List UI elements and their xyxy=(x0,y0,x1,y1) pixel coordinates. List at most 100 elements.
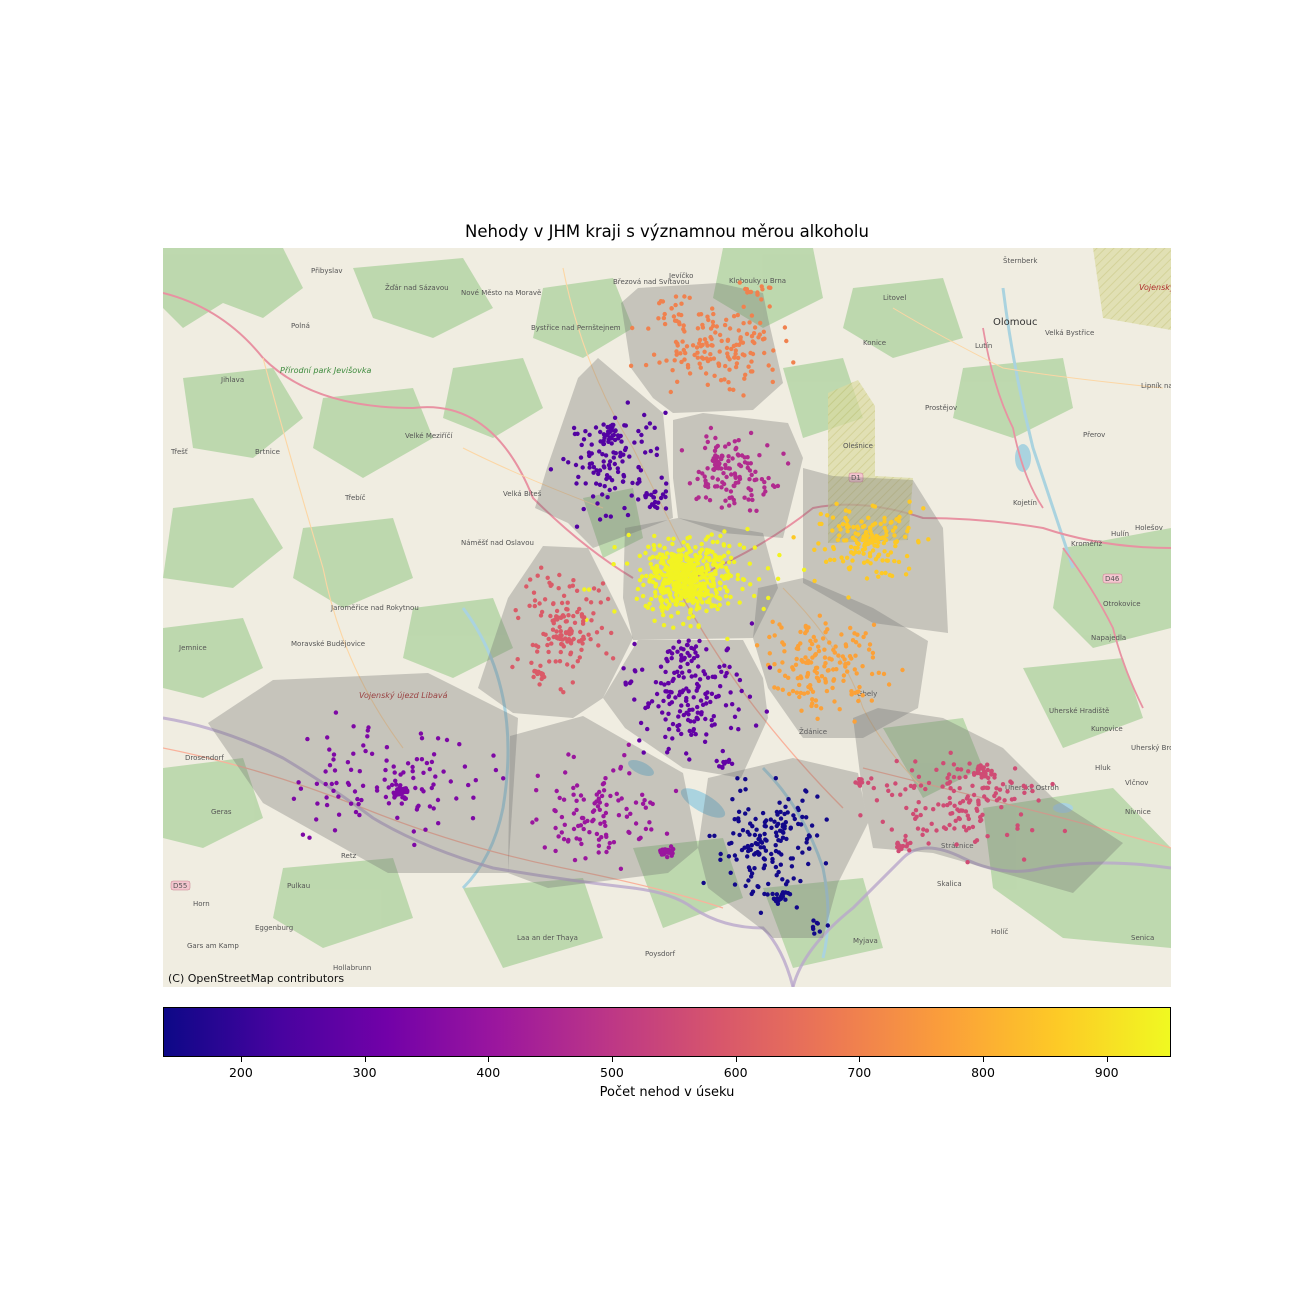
accident-point xyxy=(777,552,782,558)
accident-point xyxy=(639,432,644,438)
accident-point xyxy=(951,762,957,767)
accident-point xyxy=(661,623,667,628)
accident-point xyxy=(874,798,880,803)
accident-point xyxy=(703,691,708,697)
accident-point xyxy=(604,651,609,656)
accident-point xyxy=(700,565,705,570)
accident-point xyxy=(900,667,905,673)
accident-point xyxy=(966,826,972,831)
accident-point xyxy=(701,880,706,886)
accident-point xyxy=(921,827,926,832)
accident-point xyxy=(941,825,947,830)
map-panel[interactable]: Přibyslav Žďár nad Sázavou Nové Město na M… xyxy=(163,248,1171,987)
accident-point xyxy=(694,575,700,581)
accident-point xyxy=(869,698,874,703)
accident-point xyxy=(671,314,677,319)
accident-point xyxy=(806,684,811,690)
accident-point xyxy=(710,475,715,480)
accident-point xyxy=(897,514,902,520)
accident-point xyxy=(724,317,729,322)
accident-point xyxy=(770,891,775,897)
section-points-middle-indigo xyxy=(621,621,773,770)
accident-point xyxy=(827,640,832,645)
accident-point xyxy=(780,640,785,645)
accident-point xyxy=(768,817,773,822)
accident-point xyxy=(837,660,843,665)
accident-point xyxy=(809,823,815,828)
accident-point xyxy=(791,876,796,881)
accident-point xyxy=(773,830,779,835)
accident-point xyxy=(336,794,341,799)
accident-point xyxy=(908,510,913,515)
accident-point xyxy=(759,477,765,482)
accident-point xyxy=(433,774,438,779)
accident-point xyxy=(951,788,957,794)
accident-point xyxy=(692,592,698,597)
accident-point xyxy=(429,785,434,791)
accident-point xyxy=(648,448,653,454)
accident-point xyxy=(746,878,751,883)
accident-point xyxy=(822,547,828,552)
accident-point xyxy=(882,515,887,521)
accident-point xyxy=(863,631,868,636)
accident-point xyxy=(893,781,898,786)
accident-point xyxy=(892,533,897,538)
accident-point xyxy=(606,439,611,444)
accident-point xyxy=(799,675,804,681)
accident-point xyxy=(747,561,752,566)
accident-point xyxy=(819,674,825,679)
accident-point xyxy=(640,801,646,806)
colorbar-tick-label: 400 xyxy=(476,1065,501,1080)
accident-point xyxy=(703,371,709,376)
accident-point xyxy=(711,323,716,328)
accident-point xyxy=(594,831,600,837)
accident-point xyxy=(738,463,744,469)
accident-point xyxy=(871,785,876,791)
colorbar-tick-label: 900 xyxy=(1094,1065,1119,1080)
accident-point xyxy=(728,573,734,579)
accident-point xyxy=(578,629,583,635)
accident-point xyxy=(911,811,916,817)
accident-point xyxy=(331,757,336,762)
accident-point xyxy=(604,802,609,807)
accident-point xyxy=(435,797,441,803)
accident-point xyxy=(652,543,657,548)
accident-point xyxy=(386,785,391,790)
accident-point xyxy=(556,834,561,839)
accident-point xyxy=(753,816,758,822)
accident-point xyxy=(510,664,515,670)
accident-point xyxy=(699,355,705,360)
accident-point xyxy=(941,761,946,766)
accident-point xyxy=(705,580,710,585)
accident-point xyxy=(752,866,757,871)
accident-point xyxy=(600,452,605,457)
accident-point xyxy=(983,772,988,777)
accident-point xyxy=(761,329,766,334)
accident-point xyxy=(612,461,617,467)
accident-point xyxy=(924,828,930,833)
accident-point xyxy=(699,592,705,597)
accident-point xyxy=(815,716,820,721)
accident-point xyxy=(669,656,674,661)
accident-point xyxy=(710,539,716,545)
accident-point xyxy=(869,671,875,677)
accident-point xyxy=(786,797,791,802)
accident-point xyxy=(657,301,662,306)
accident-point xyxy=(726,458,731,464)
accident-point xyxy=(399,792,404,797)
accident-point xyxy=(775,686,781,691)
accident-point xyxy=(348,767,354,772)
accident-point xyxy=(654,452,659,458)
accident-point xyxy=(705,675,711,680)
accident-point xyxy=(574,588,580,593)
accident-point xyxy=(597,482,603,487)
place-label: Klobouky u Brna xyxy=(729,277,786,285)
accident-point xyxy=(632,668,637,673)
accident-point xyxy=(792,816,797,822)
accident-point xyxy=(749,472,754,478)
accident-point xyxy=(663,494,668,500)
accident-point xyxy=(551,634,556,640)
accident-point xyxy=(626,742,631,747)
accident-point xyxy=(870,655,876,660)
